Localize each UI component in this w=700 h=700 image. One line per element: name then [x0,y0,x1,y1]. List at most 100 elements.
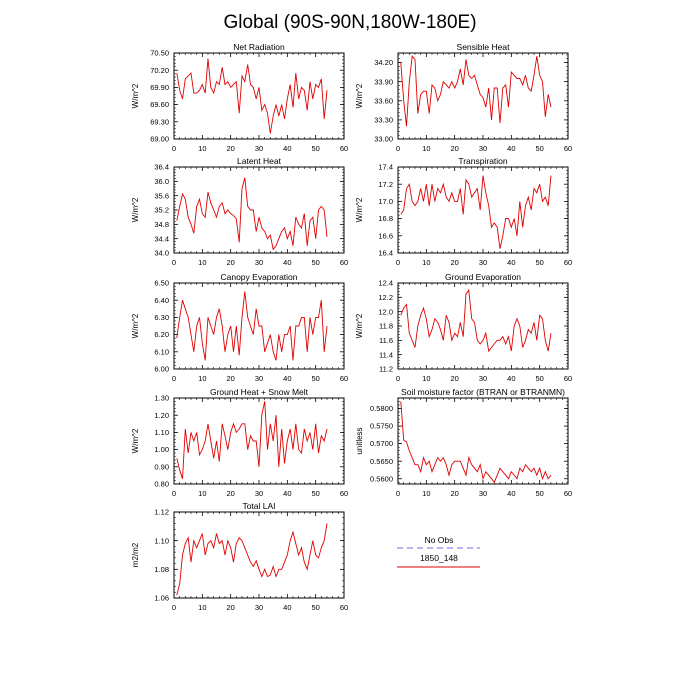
x-tick-label: 40 [283,374,291,383]
y-tick-label: 17.0 [378,197,393,206]
chart-panel: Net Radiation W/m^2 0 10 20 30 40 50 60 69.00 69.3… [131,42,348,153]
y-axis-label: W/m^2 [131,197,140,222]
chart-panel: Soil moisture factor (BTRAN or BTRANMN) u… [355,387,572,498]
x-tick-label: 20 [226,489,234,498]
plot-frame [397,52,569,140]
y-tick-label: 11.4 [379,350,393,359]
x-tick-label: 0 [172,258,176,267]
y-tick-label: 0.80 [154,480,169,489]
x-tick-label: 20 [226,258,234,267]
x-tick-label: 0 [396,144,400,153]
x-tick-label: 0 [172,374,176,383]
y-axis-label: W/m^2 [355,83,364,108]
y-tick-label: 12.4 [378,279,393,288]
y-tick-label: 0.5700 [370,439,393,448]
y-tick-label: 16.4 [378,249,393,258]
y-tick-label: 0.90 [154,462,169,471]
y-tick-label: 16.6 [378,231,393,240]
x-tick-label: 40 [507,374,515,383]
y-tick-label: 34.0 [154,249,169,258]
y-tick-label: 33.90 [374,77,393,86]
x-tick-label: 10 [198,374,206,383]
x-tick-label: 30 [479,258,487,267]
x-tick-label: 10 [422,374,430,383]
chart-panel: Ground Heat + Snow Melt W/m^2 0 10 20 30 40 50 6… [131,387,348,498]
y-tick-label: 34.4 [154,234,169,243]
figure-title: Global (90S-90N,180W-180E) [223,12,476,33]
y-tick-label: 1.30 [154,394,169,403]
x-tick-label: 10 [198,603,206,612]
x-tick-label: 0 [172,489,176,498]
x-tick-label: 30 [255,144,263,153]
y-tick-label: 6.00 [154,365,169,374]
x-tick-label: 60 [564,489,572,498]
y-tick-label: 36.0 [154,177,169,186]
y-tick-label: 6.20 [154,330,169,339]
x-tick-label: 20 [450,144,458,153]
panels-group: Net Radiation W/m^2 0 10 20 30 40 50 60 69.00 69.3… [131,42,572,612]
y-tick-label: 34.8 [154,220,169,229]
chart-panel: Sensible Heat W/m^2 0 10 20 30 40 50 60 33.00 33.3… [355,42,572,153]
x-tick-label: 10 [422,489,430,498]
panel-title: Total LAI [242,501,275,511]
x-tick-label: 60 [340,374,348,383]
y-axis-label: m2/m2 [131,542,140,567]
y-tick-label: 1.10 [154,428,169,437]
y-tick-label: 6.40 [154,296,169,305]
x-tick-label: 50 [311,603,319,612]
y-tick-label: 69.30 [150,117,169,126]
y-tick-label: 17.2 [378,180,393,189]
y-tick-label: 33.60 [374,96,393,105]
panel-title: Sensible Heat [457,42,511,52]
y-tick-label: 11.8 [379,322,393,331]
y-tick-label: 69.60 [150,100,169,109]
y-tick-label: 17.4 [378,163,393,172]
x-tick-label: 50 [535,374,543,383]
x-tick-label: 50 [311,258,319,267]
panel-title: Net Radiation [233,42,285,52]
legend: No Obs 1850_148 [397,535,480,568]
series-line [176,523,328,596]
x-tick-label: 10 [198,144,206,153]
y-tick-label: 69.90 [150,83,169,92]
x-tick-label: 10 [422,258,430,267]
x-tick-label: 50 [311,489,319,498]
x-tick-label: 0 [396,258,400,267]
x-tick-label: 0 [396,374,400,383]
x-tick-label: 60 [340,258,348,267]
series-line [176,401,328,479]
x-tick-label: 60 [340,144,348,153]
y-axis-label: W/m^2 [355,313,364,338]
y-axis-label: W/m^2 [131,313,140,338]
series-line [176,291,328,361]
y-tick-label: 34.20 [374,58,393,67]
panel-title: Ground Evaporation [445,272,521,282]
y-tick-label: 0.5650 [370,457,393,466]
x-tick-label: 10 [422,144,430,153]
chart-panel: Total LAI m2/m2 0 10 20 30 40 50 60 1.06 1.08 1.10 1… [131,501,348,612]
chart-panel: Ground Evaporation W/m^2 0 10 20 30 40 50 60 11.2… [355,272,572,383]
y-tick-label: 70.50 [150,49,169,58]
series-line [176,58,328,134]
y-axis-label: W/m^2 [355,197,364,222]
x-tick-label: 60 [564,258,572,267]
x-tick-label: 0 [172,144,176,153]
plot-frame [173,511,345,599]
y-axis-label: W/m^2 [131,83,140,108]
y-tick-label: 69.00 [150,135,169,144]
x-tick-label: 30 [255,603,263,612]
y-tick-label: 0.5750 [370,422,393,431]
panel-title: Latent Heat [237,156,282,166]
x-tick-label: 60 [564,374,572,383]
x-tick-label: 20 [226,374,234,383]
x-tick-label: 20 [450,258,458,267]
x-tick-label: 40 [283,489,291,498]
y-tick-label: 6.50 [154,279,169,288]
plot-frame [173,397,345,485]
x-tick-label: 60 [564,144,572,153]
x-tick-label: 40 [507,144,515,153]
panel-title: Canopy Evaporation [220,272,297,282]
y-tick-label: 6.30 [154,313,169,322]
series-line [400,289,552,353]
